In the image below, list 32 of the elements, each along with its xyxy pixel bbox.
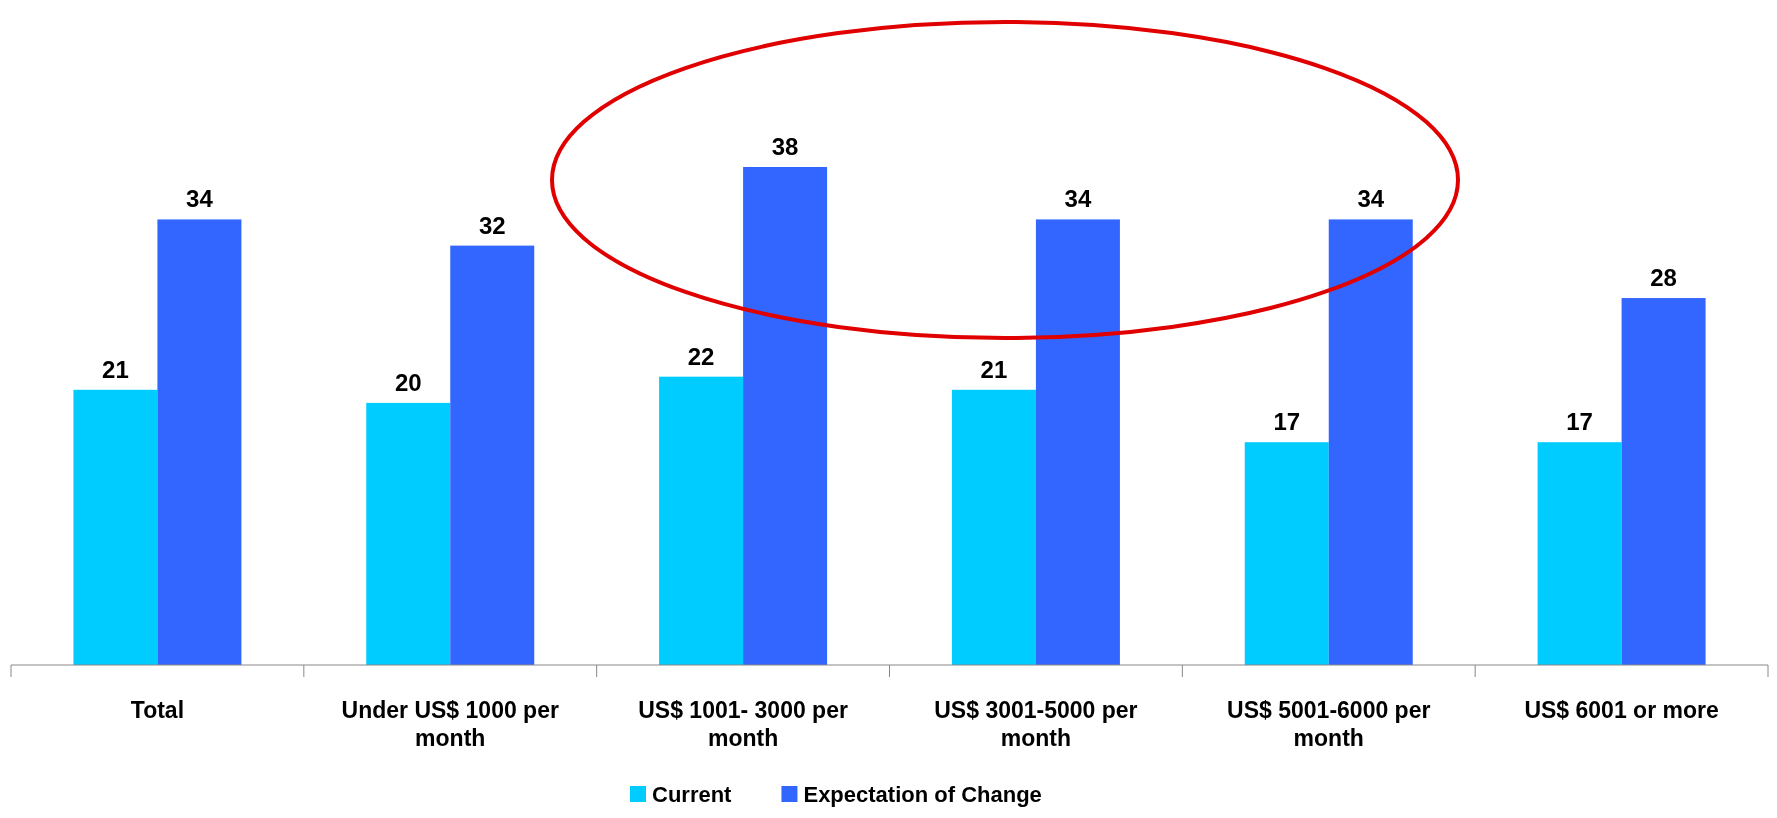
bar bbox=[1244, 442, 1329, 665]
bar bbox=[1328, 219, 1413, 665]
x-tick-label: US$ 1001- 3000 per month bbox=[638, 697, 848, 751]
x-tick-label: US$ 6001 or more bbox=[1524, 697, 1719, 723]
bar bbox=[73, 389, 158, 665]
x-tick-label: Total bbox=[130, 697, 185, 723]
data-label: 34 bbox=[1064, 185, 1092, 213]
bar bbox=[157, 219, 242, 665]
bar bbox=[450, 245, 535, 665]
data-label: 20 bbox=[394, 368, 422, 396]
x-tick-label: Under US$ 1000 per month bbox=[341, 697, 559, 751]
data-label: 17 bbox=[1566, 408, 1593, 436]
data-label: 38 bbox=[771, 132, 799, 160]
bar bbox=[1537, 442, 1622, 665]
data-label: 21 bbox=[102, 355, 129, 383]
data-label: 34 bbox=[1357, 185, 1385, 213]
data-label: 32 bbox=[478, 211, 506, 239]
bar bbox=[659, 376, 744, 665]
data-label: 28 bbox=[1650, 264, 1677, 292]
legend-label: Expectation of Change bbox=[803, 782, 1042, 807]
legend-label: Current bbox=[652, 782, 733, 807]
data-label: 22 bbox=[687, 342, 715, 370]
x-tick-label: US$ 5001-6000 per month bbox=[1227, 697, 1431, 751]
data-label: 17 bbox=[1273, 408, 1301, 436]
bar bbox=[366, 402, 451, 665]
bar bbox=[1035, 219, 1120, 665]
x-tick-label: US$ 3001-5000 per month bbox=[934, 697, 1138, 751]
bar bbox=[1621, 298, 1706, 665]
data-label: 34 bbox=[186, 185, 214, 213]
data-label: 21 bbox=[980, 355, 1008, 383]
bar bbox=[743, 166, 828, 665]
bar bbox=[951, 389, 1036, 665]
